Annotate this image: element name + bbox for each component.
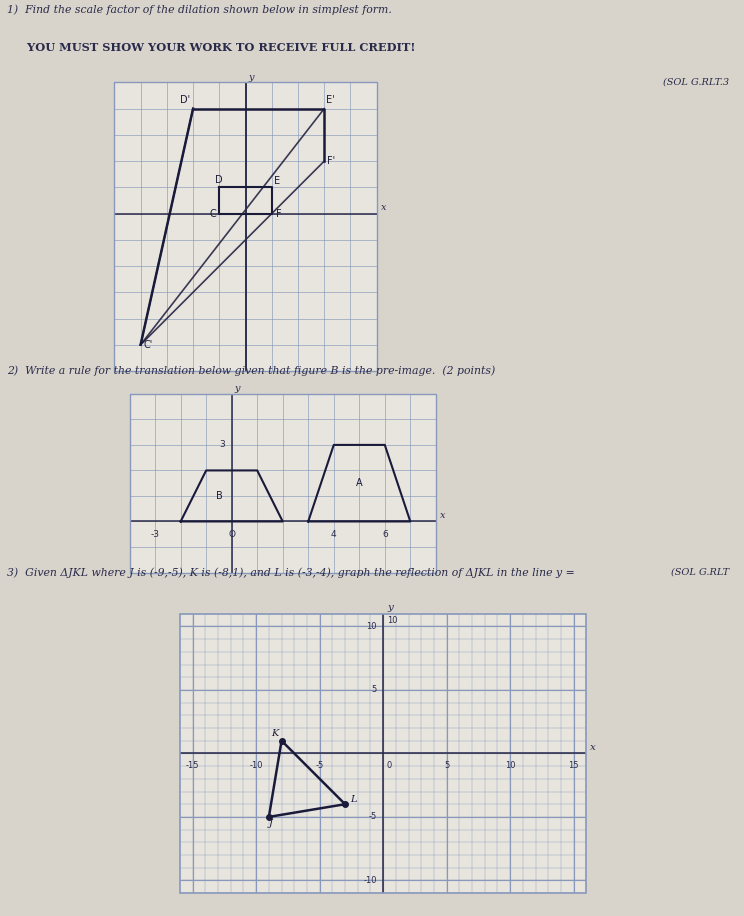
Text: (SOL G.RLT: (SOL G.RLT xyxy=(671,568,729,577)
Text: x: x xyxy=(440,511,445,520)
Text: y: y xyxy=(234,385,240,393)
Text: C: C xyxy=(210,209,217,219)
Text: 5: 5 xyxy=(371,685,376,694)
Text: 10: 10 xyxy=(505,761,516,770)
Text: 15: 15 xyxy=(568,761,579,770)
Text: A: A xyxy=(356,478,362,488)
Text: F: F xyxy=(276,209,281,219)
Text: 5: 5 xyxy=(444,761,449,770)
Text: -5: -5 xyxy=(368,812,376,822)
Text: YOU MUST SHOW YOUR WORK TO RECEIVE FULL CREDIT!: YOU MUST SHOW YOUR WORK TO RECEIVE FULL … xyxy=(7,42,416,53)
Text: K: K xyxy=(272,728,279,737)
Text: D: D xyxy=(216,175,223,185)
Text: 0: 0 xyxy=(387,761,392,770)
Text: 6: 6 xyxy=(382,530,388,540)
Text: -15: -15 xyxy=(186,761,199,770)
Text: 2)  Write a rule for the translation below given that figure B is the pre-image.: 2) Write a rule for the translation belo… xyxy=(7,365,496,376)
Text: E': E' xyxy=(326,94,334,104)
Text: -5: -5 xyxy=(315,761,324,770)
Text: J: J xyxy=(269,819,273,828)
Text: y: y xyxy=(248,72,254,82)
Text: x: x xyxy=(590,743,596,752)
Text: -10: -10 xyxy=(363,876,376,885)
Text: E: E xyxy=(275,176,280,186)
Text: -10: -10 xyxy=(249,761,263,770)
Text: 3)  Given ΔJKL where J is (-9,-5), K is (-8,1), and L is (-3,-4), graph the refl: 3) Given ΔJKL where J is (-9,-5), K is (… xyxy=(7,568,575,579)
Text: (3 points): (3 points) xyxy=(503,614,574,624)
Text: (SOL G.RLT.3: (SOL G.RLT.3 xyxy=(663,78,729,87)
Text: F': F' xyxy=(327,156,335,166)
Text: -3: -3 xyxy=(150,530,160,540)
Text: 10: 10 xyxy=(366,622,376,631)
Text: x: x xyxy=(381,202,386,212)
Text: 4: 4 xyxy=(331,530,336,540)
Text: C': C' xyxy=(143,340,153,350)
Text: L: L xyxy=(350,795,356,803)
Text: B: B xyxy=(216,491,222,501)
Text: y: y xyxy=(387,603,393,612)
Text: 1)  Find the scale factor of the dilation shown below in simplest form.: 1) Find the scale factor of the dilation… xyxy=(7,5,392,16)
Text: D': D' xyxy=(180,94,190,104)
Text: 10: 10 xyxy=(387,616,397,625)
Text: O: O xyxy=(228,530,235,540)
Text: 3: 3 xyxy=(219,441,225,450)
